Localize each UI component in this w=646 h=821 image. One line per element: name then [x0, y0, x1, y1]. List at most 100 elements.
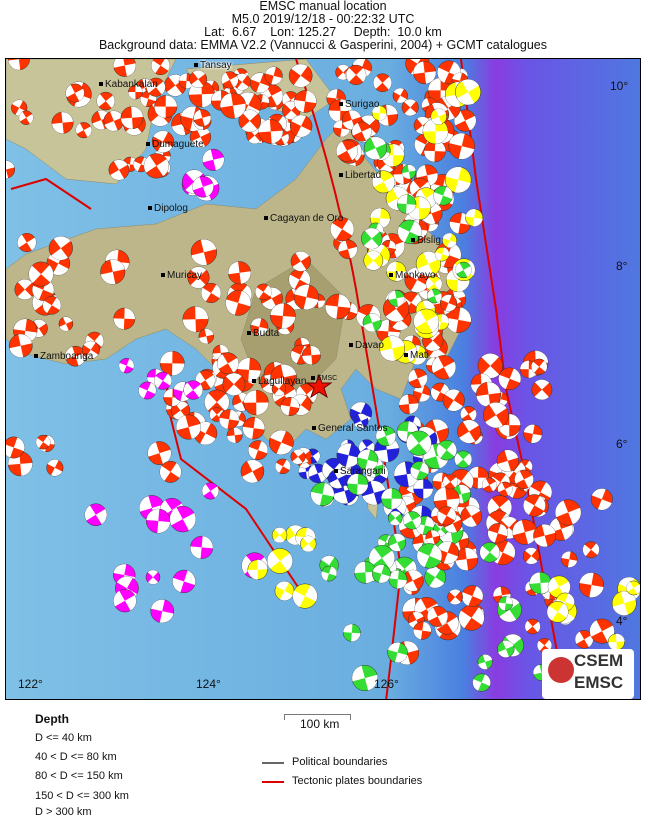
city-label: Monkayo — [389, 270, 436, 281]
focal-mechanism — [547, 575, 571, 599]
focal-mechanism — [154, 95, 178, 119]
focal-mechanism — [143, 153, 169, 179]
focal-mechanism — [431, 355, 456, 380]
focal-mechanism — [522, 547, 540, 565]
focal-mechanism — [445, 306, 472, 333]
focal-mechanism — [388, 289, 405, 307]
focal-mechanism — [433, 185, 453, 206]
lat-tick: 8° — [616, 259, 628, 273]
focal-mechanism — [546, 601, 569, 623]
focal-mechanism — [321, 565, 337, 582]
focal-mechanism — [561, 551, 578, 568]
focal-mechanism — [413, 308, 439, 335]
focal-mechanism — [14, 279, 36, 300]
focal-mechanism — [388, 533, 407, 552]
focal-mechanism — [190, 239, 217, 266]
focal-mechanism — [424, 566, 447, 589]
focal-mechanism — [497, 481, 513, 497]
focal-mechanism — [182, 306, 209, 333]
seismic-map[interactable]: Tansay Kabankalan Surigao Dumaguete Libe… — [5, 58, 641, 700]
focal-mechanism — [238, 109, 262, 133]
focal-mechanism — [176, 414, 202, 440]
focal-mechanism — [6, 160, 15, 179]
focal-mechanism — [226, 427, 243, 444]
background-info: Background data: EMMA V2.2 (Vannucci & G… — [98, 38, 548, 52]
focal-mechanism — [222, 372, 246, 396]
focal-mechanism — [270, 303, 296, 329]
focal-mechanism — [413, 384, 431, 402]
focal-mechanism — [28, 261, 54, 287]
focal-mechanism — [198, 328, 215, 345]
focal-mechanism — [427, 288, 442, 304]
focal-mechanism — [243, 390, 269, 416]
focal-mechanism — [401, 164, 417, 180]
focal-mechanism — [413, 621, 432, 640]
logo-text-top: CSEM — [574, 651, 624, 670]
city-label: Lagullayan — [252, 376, 306, 387]
legend-tectonic: Tectonic plates boundaries — [292, 775, 423, 787]
focal-mechanism — [113, 59, 137, 77]
city-label: Davao — [349, 340, 384, 351]
focal-mechanism — [363, 250, 384, 271]
focal-mechanism — [523, 424, 543, 444]
focal-mechanism — [221, 71, 239, 89]
focal-mechanism — [531, 358, 548, 375]
focal-mechanism — [113, 589, 137, 613]
focal-mechanism — [437, 506, 457, 526]
focal-mechanism — [6, 436, 25, 459]
epicenter-star-icon[interactable] — [305, 373, 333, 399]
focal-mechanism — [146, 508, 171, 534]
focal-mechanism — [442, 232, 458, 248]
map-header: EMSC manual location M5.0 2019/12/18 - 0… — [0, 0, 646, 52]
focal-mechanism — [440, 294, 458, 312]
focal-mechanism — [465, 208, 484, 227]
political-line-swatch — [262, 762, 284, 764]
focal-mechanism — [351, 121, 372, 142]
focal-mechanism — [204, 389, 230, 415]
focal-mechanism — [346, 64, 367, 86]
focal-mechanism — [100, 259, 126, 285]
logo-text-bottom: EMSC — [574, 673, 624, 692]
scale-label: 100 km — [300, 717, 340, 731]
focal-mechanism — [300, 535, 317, 552]
focal-mechanism — [172, 569, 196, 594]
focal-mechanism — [472, 673, 491, 692]
lat-tick: 4° — [616, 614, 628, 628]
focal-mechanism — [248, 440, 268, 461]
focal-mechanism — [555, 499, 582, 526]
focal-mechanism — [249, 72, 271, 94]
focal-mechanism — [150, 599, 175, 623]
title: EMSC manual location — [259, 0, 387, 13]
focal-mechanism — [442, 474, 458, 490]
focal-mechanism — [183, 380, 203, 400]
focal-mechanism — [537, 637, 552, 653]
focal-mechanism — [275, 458, 291, 475]
focal-mechanism — [190, 535, 214, 559]
focal-mechanism — [611, 590, 637, 616]
focal-mechanism — [120, 106, 144, 130]
focal-mechanism — [147, 441, 172, 466]
legend-depth-class: 40 < D <= 80 km — [35, 751, 117, 763]
city-label: Surigao — [339, 99, 379, 110]
focal-mechanism — [7, 59, 30, 71]
focal-mechanism — [153, 371, 172, 390]
city-label: Libertad — [339, 170, 381, 181]
focal-mechanism — [626, 580, 640, 596]
city-label: Dumaguete — [146, 139, 204, 150]
focal-mechanism — [293, 90, 317, 113]
focal-mechanism — [397, 194, 417, 214]
lat-tick: 6° — [616, 437, 628, 451]
focal-mechanism — [84, 503, 108, 527]
focal-mechanism — [201, 482, 219, 500]
focal-mechanism — [401, 98, 419, 116]
globe-icon — [548, 657, 574, 683]
focal-mechanism — [138, 381, 157, 400]
focal-mechanism — [310, 482, 335, 507]
focal-mechanism — [46, 459, 64, 477]
legend-title: Depth — [35, 712, 69, 726]
focal-mechanism — [96, 91, 115, 111]
focal-mechanism — [267, 548, 293, 574]
focal-mechanism — [159, 350, 185, 376]
focal-mechanism — [280, 396, 300, 417]
focal-mechanism — [362, 313, 382, 333]
